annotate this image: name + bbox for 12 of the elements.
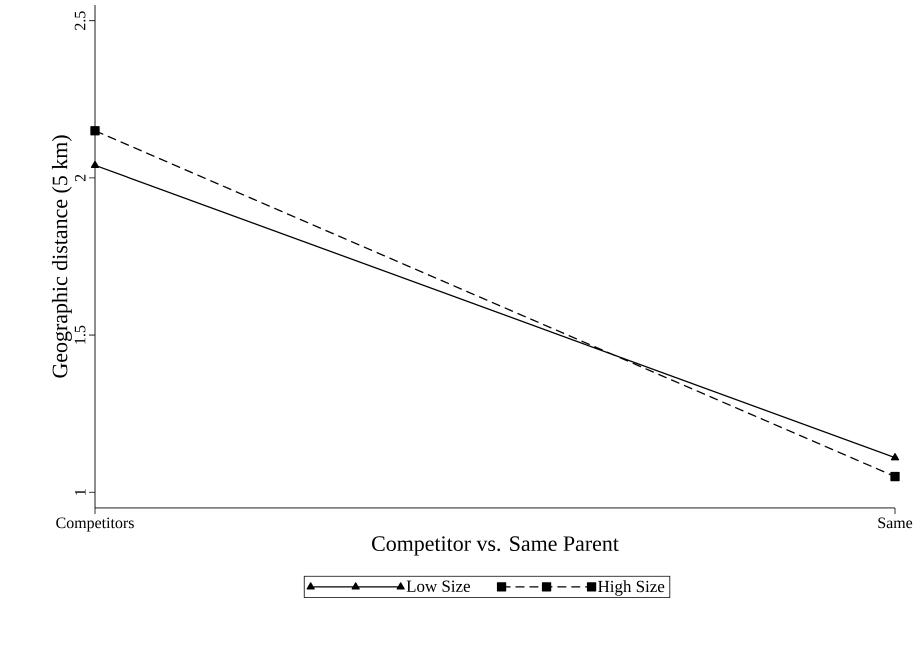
x-tick-label: Same — [878, 518, 912, 528]
y-tick-label: 2.5 — [74, 11, 86, 30]
x-axis-title: Competitor vs. Same Parent — [372, 536, 619, 556]
y-tick-label: 2 — [74, 174, 86, 182]
y-tick-label: 1 — [74, 489, 86, 495]
point — [890, 472, 900, 482]
legend-label: High Size — [598, 580, 664, 596]
y-axis-title: Geographic distance (5 km) — [52, 135, 72, 378]
point — [90, 126, 100, 136]
legend-label: Low Size — [406, 580, 470, 592]
x-tick-label: Competitors — [56, 518, 134, 532]
y-tick-label: 1.5 — [74, 326, 86, 344]
